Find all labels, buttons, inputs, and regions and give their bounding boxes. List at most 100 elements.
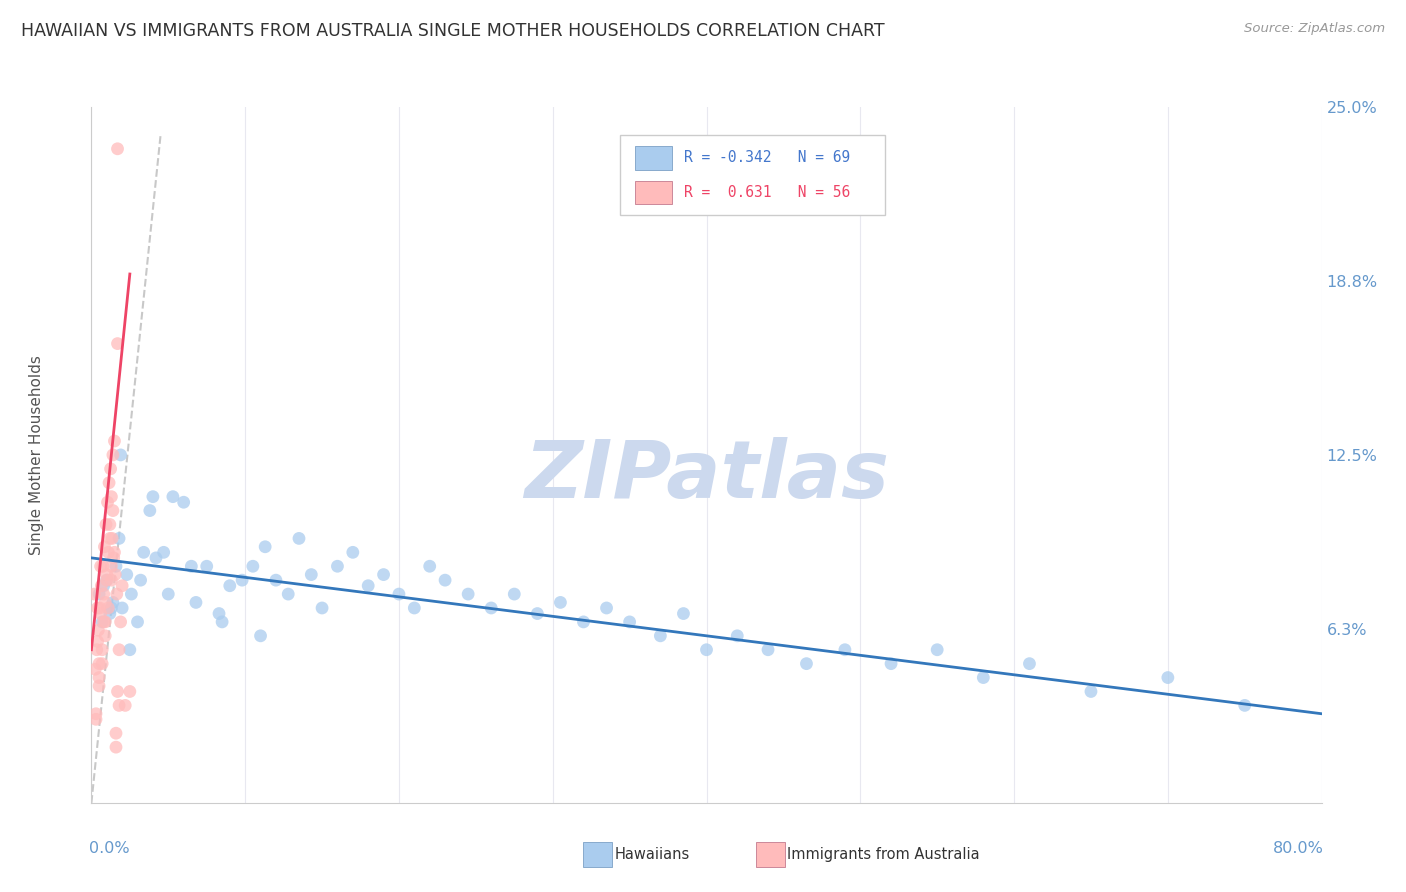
Point [595, 601, 617, 615]
Point [108, 642, 131, 657]
Point [84, 662, 107, 676]
Point [94, 517, 117, 532]
Point [96, 573, 118, 587]
Bar [636, 146, 672, 169]
Point [1080, 684, 1102, 698]
Point [157, 587, 180, 601]
Point [114, 698, 136, 713]
Point [93, 615, 115, 629]
Point [87, 624, 110, 638]
Point [419, 559, 441, 574]
Point [100, 601, 122, 615]
Point [142, 490, 165, 504]
Point [503, 587, 526, 601]
Point [1018, 657, 1040, 671]
Point [145, 550, 167, 565]
Point [184, 595, 207, 609]
Point [91, 615, 114, 629]
Text: Immigrants from Australia: Immigrants from Australia [787, 847, 980, 862]
Point [90, 607, 112, 621]
Point [108, 532, 131, 546]
Point [86, 601, 108, 615]
Point [115, 567, 138, 582]
Point [105, 587, 128, 601]
Point [127, 615, 149, 629]
Point [254, 540, 277, 554]
Point [87, 679, 110, 693]
Point [108, 698, 131, 713]
Point [299, 567, 322, 582]
Point [572, 615, 595, 629]
Point [242, 559, 264, 574]
Point [264, 573, 287, 587]
Point [695, 642, 717, 657]
Point [105, 559, 127, 574]
Point [84, 712, 107, 726]
Point [107, 142, 129, 156]
Point [86, 642, 108, 657]
Text: Hawaiians: Hawaiians [614, 847, 690, 862]
Bar [636, 181, 672, 204]
Point [342, 545, 364, 559]
Point [208, 607, 231, 621]
Point [96, 495, 118, 509]
Point [103, 545, 125, 559]
Point [91, 559, 114, 574]
Point [107, 336, 129, 351]
Point [311, 601, 333, 615]
Point [93, 540, 115, 554]
Point [672, 607, 695, 621]
Point [103, 434, 125, 448]
Point [90, 559, 112, 574]
Point [725, 629, 748, 643]
Point [218, 579, 240, 593]
Point [120, 587, 142, 601]
Point [97, 601, 120, 615]
Point [180, 559, 202, 574]
Point [83, 587, 105, 601]
Point [162, 490, 184, 504]
Point [139, 503, 162, 517]
Point [972, 671, 994, 685]
Point [98, 607, 121, 621]
Point [231, 573, 253, 587]
Point [98, 532, 121, 546]
Point [404, 601, 426, 615]
Point [101, 595, 124, 609]
Text: 0.0%: 0.0% [89, 841, 129, 856]
Point [111, 601, 134, 615]
Point [129, 573, 152, 587]
Point [434, 573, 457, 587]
Point [105, 740, 127, 755]
Point [101, 503, 124, 517]
Point [103, 550, 125, 565]
Point [93, 579, 115, 593]
Point [100, 573, 122, 587]
Point [111, 579, 134, 593]
Point [796, 657, 818, 671]
Point [107, 684, 129, 698]
Bar [620, 135, 884, 215]
Text: ZIPatlas: ZIPatlas [524, 437, 889, 515]
Text: 80.0%: 80.0% [1274, 841, 1324, 856]
Point [98, 517, 121, 532]
Point [388, 587, 411, 601]
Point [1157, 671, 1180, 685]
Point [526, 607, 548, 621]
Point [105, 726, 127, 740]
Point [118, 684, 141, 698]
Point [94, 595, 117, 609]
Point [101, 448, 124, 462]
Text: R =  0.631   N = 56: R = 0.631 N = 56 [685, 186, 851, 200]
Point [94, 629, 117, 643]
Point [87, 657, 110, 671]
Point [110, 448, 132, 462]
Point [326, 559, 349, 574]
Point [880, 657, 903, 671]
Point [479, 601, 502, 615]
Point [100, 462, 122, 476]
Point [98, 475, 121, 490]
Point [619, 615, 641, 629]
Point [97, 545, 120, 559]
Point [373, 567, 395, 582]
